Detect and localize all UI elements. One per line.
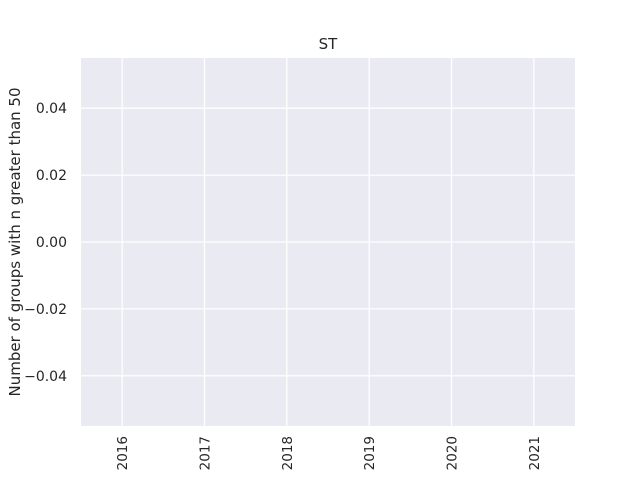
chart-title: ST: [319, 35, 339, 53]
x-tick-label: 2020: [445, 436, 461, 470]
y-tick-label: −0.02: [24, 302, 67, 318]
y-tick-label: 0.02: [36, 168, 67, 184]
x-tick-label: 2016: [115, 436, 131, 470]
y-tick-label: −0.04: [24, 369, 67, 385]
x-tick-labels: 2016 2017 2018 2019 2020 2021: [115, 436, 543, 470]
x-tick-label: 2021: [527, 436, 543, 470]
y-axis-label: Number of groups with n greater than 50: [6, 87, 24, 396]
y-tick-label: 0.00: [36, 235, 67, 251]
y-gridlines: [81, 107, 575, 377]
x-tick-label: 2019: [362, 436, 378, 470]
y-tick-labels: 0.04 0.02 0.00 −0.02 −0.04: [24, 101, 67, 385]
y-tick-label: 0.04: [36, 101, 67, 117]
x-tick-label: 2017: [198, 436, 214, 470]
x-tick-label: 2018: [280, 436, 296, 470]
